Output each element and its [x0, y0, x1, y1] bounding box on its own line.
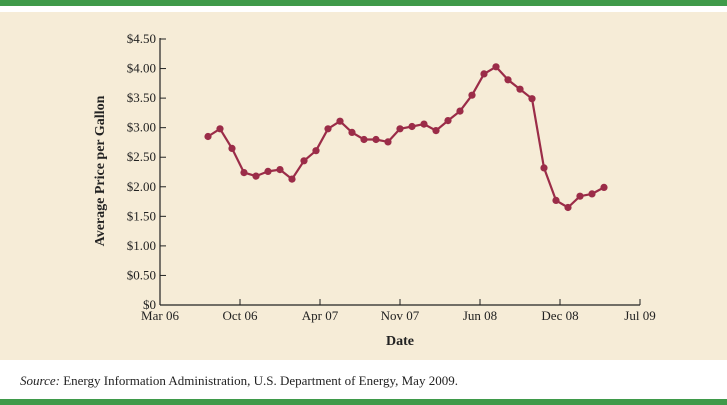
data-point	[300, 157, 308, 165]
source-label: Source:	[20, 373, 60, 388]
x-tick-label: Nov 07	[381, 308, 420, 323]
y-tick-label: $1.50	[127, 208, 156, 223]
data-point	[576, 192, 584, 200]
data-point	[240, 169, 248, 177]
y-tick-label: $4.00	[127, 61, 156, 76]
x-axis-title: Date	[386, 334, 414, 349]
data-point	[432, 127, 440, 135]
x-tick-label: Apr 07	[302, 308, 339, 323]
data-point	[348, 128, 356, 136]
data-point	[552, 196, 560, 204]
series-line-group	[207, 65, 605, 209]
series-line	[207, 65, 605, 209]
chart-panel: $0 $0.50 $1.00 $1.50 $2.00 $2.50 $3.00 $3.50 $4.…	[0, 12, 727, 360]
series-points-group	[204, 63, 608, 212]
data-point	[336, 117, 344, 125]
data-point	[540, 164, 548, 172]
data-point	[408, 122, 416, 131]
x-tick-label: Jul 09	[624, 308, 655, 323]
y-tick-label: $3.00	[127, 120, 156, 135]
data-point	[372, 135, 380, 144]
data-point	[216, 125, 224, 133]
x-tick-label: Oct 06	[222, 308, 258, 323]
x-tick-label: Mar 06	[141, 308, 179, 323]
data-point	[600, 183, 608, 191]
data-point	[312, 147, 320, 155]
y-tick-label: $3.50	[127, 90, 156, 105]
data-point	[324, 125, 332, 133]
y-tick-label: $2.00	[127, 179, 156, 194]
data-point	[528, 95, 536, 103]
ticks: $0 $0.50 $1.00 $1.50 $2.00 $2.50 $3.00 $3.50 $4.…	[127, 31, 656, 323]
x-tick-label: Jun 08	[463, 308, 497, 323]
source-note: Source: Energy Information Administratio…	[20, 373, 458, 389]
data-point	[264, 167, 272, 175]
y-tick-label: $4.50	[127, 31, 156, 46]
data-point	[456, 107, 464, 115]
data-point	[444, 117, 452, 125]
data-point	[468, 91, 476, 99]
data-point	[252, 172, 260, 180]
data-point	[204, 132, 212, 141]
data-point	[228, 144, 236, 152]
source-text: Energy Information Administration, U.S. …	[63, 373, 458, 388]
axes	[159, 38, 640, 306]
data-point	[480, 70, 488, 78]
y-axis-title: Average Price per Gallon	[93, 95, 108, 246]
data-point	[492, 63, 500, 71]
data-point	[396, 125, 404, 133]
data-point	[384, 138, 392, 146]
y-tick-label: $1.00	[127, 238, 156, 253]
data-point	[564, 203, 572, 212]
data-point	[288, 175, 296, 183]
data-point	[420, 120, 428, 128]
x-tick-label: Dec 08	[541, 308, 578, 323]
y-tick-label: $0	[143, 297, 156, 312]
data-point	[276, 166, 284, 174]
y-tick-label: $2.50	[127, 149, 156, 164]
line-chart: $0 $0.50 $1.00 $1.50 $2.00 $2.50 $3.00 $3.50 $4.…	[93, 31, 656, 349]
data-point	[360, 135, 368, 144]
y-tick-label: $0.50	[127, 267, 156, 282]
data-point	[504, 76, 512, 84]
data-point	[516, 85, 524, 93]
data-point	[588, 190, 596, 198]
